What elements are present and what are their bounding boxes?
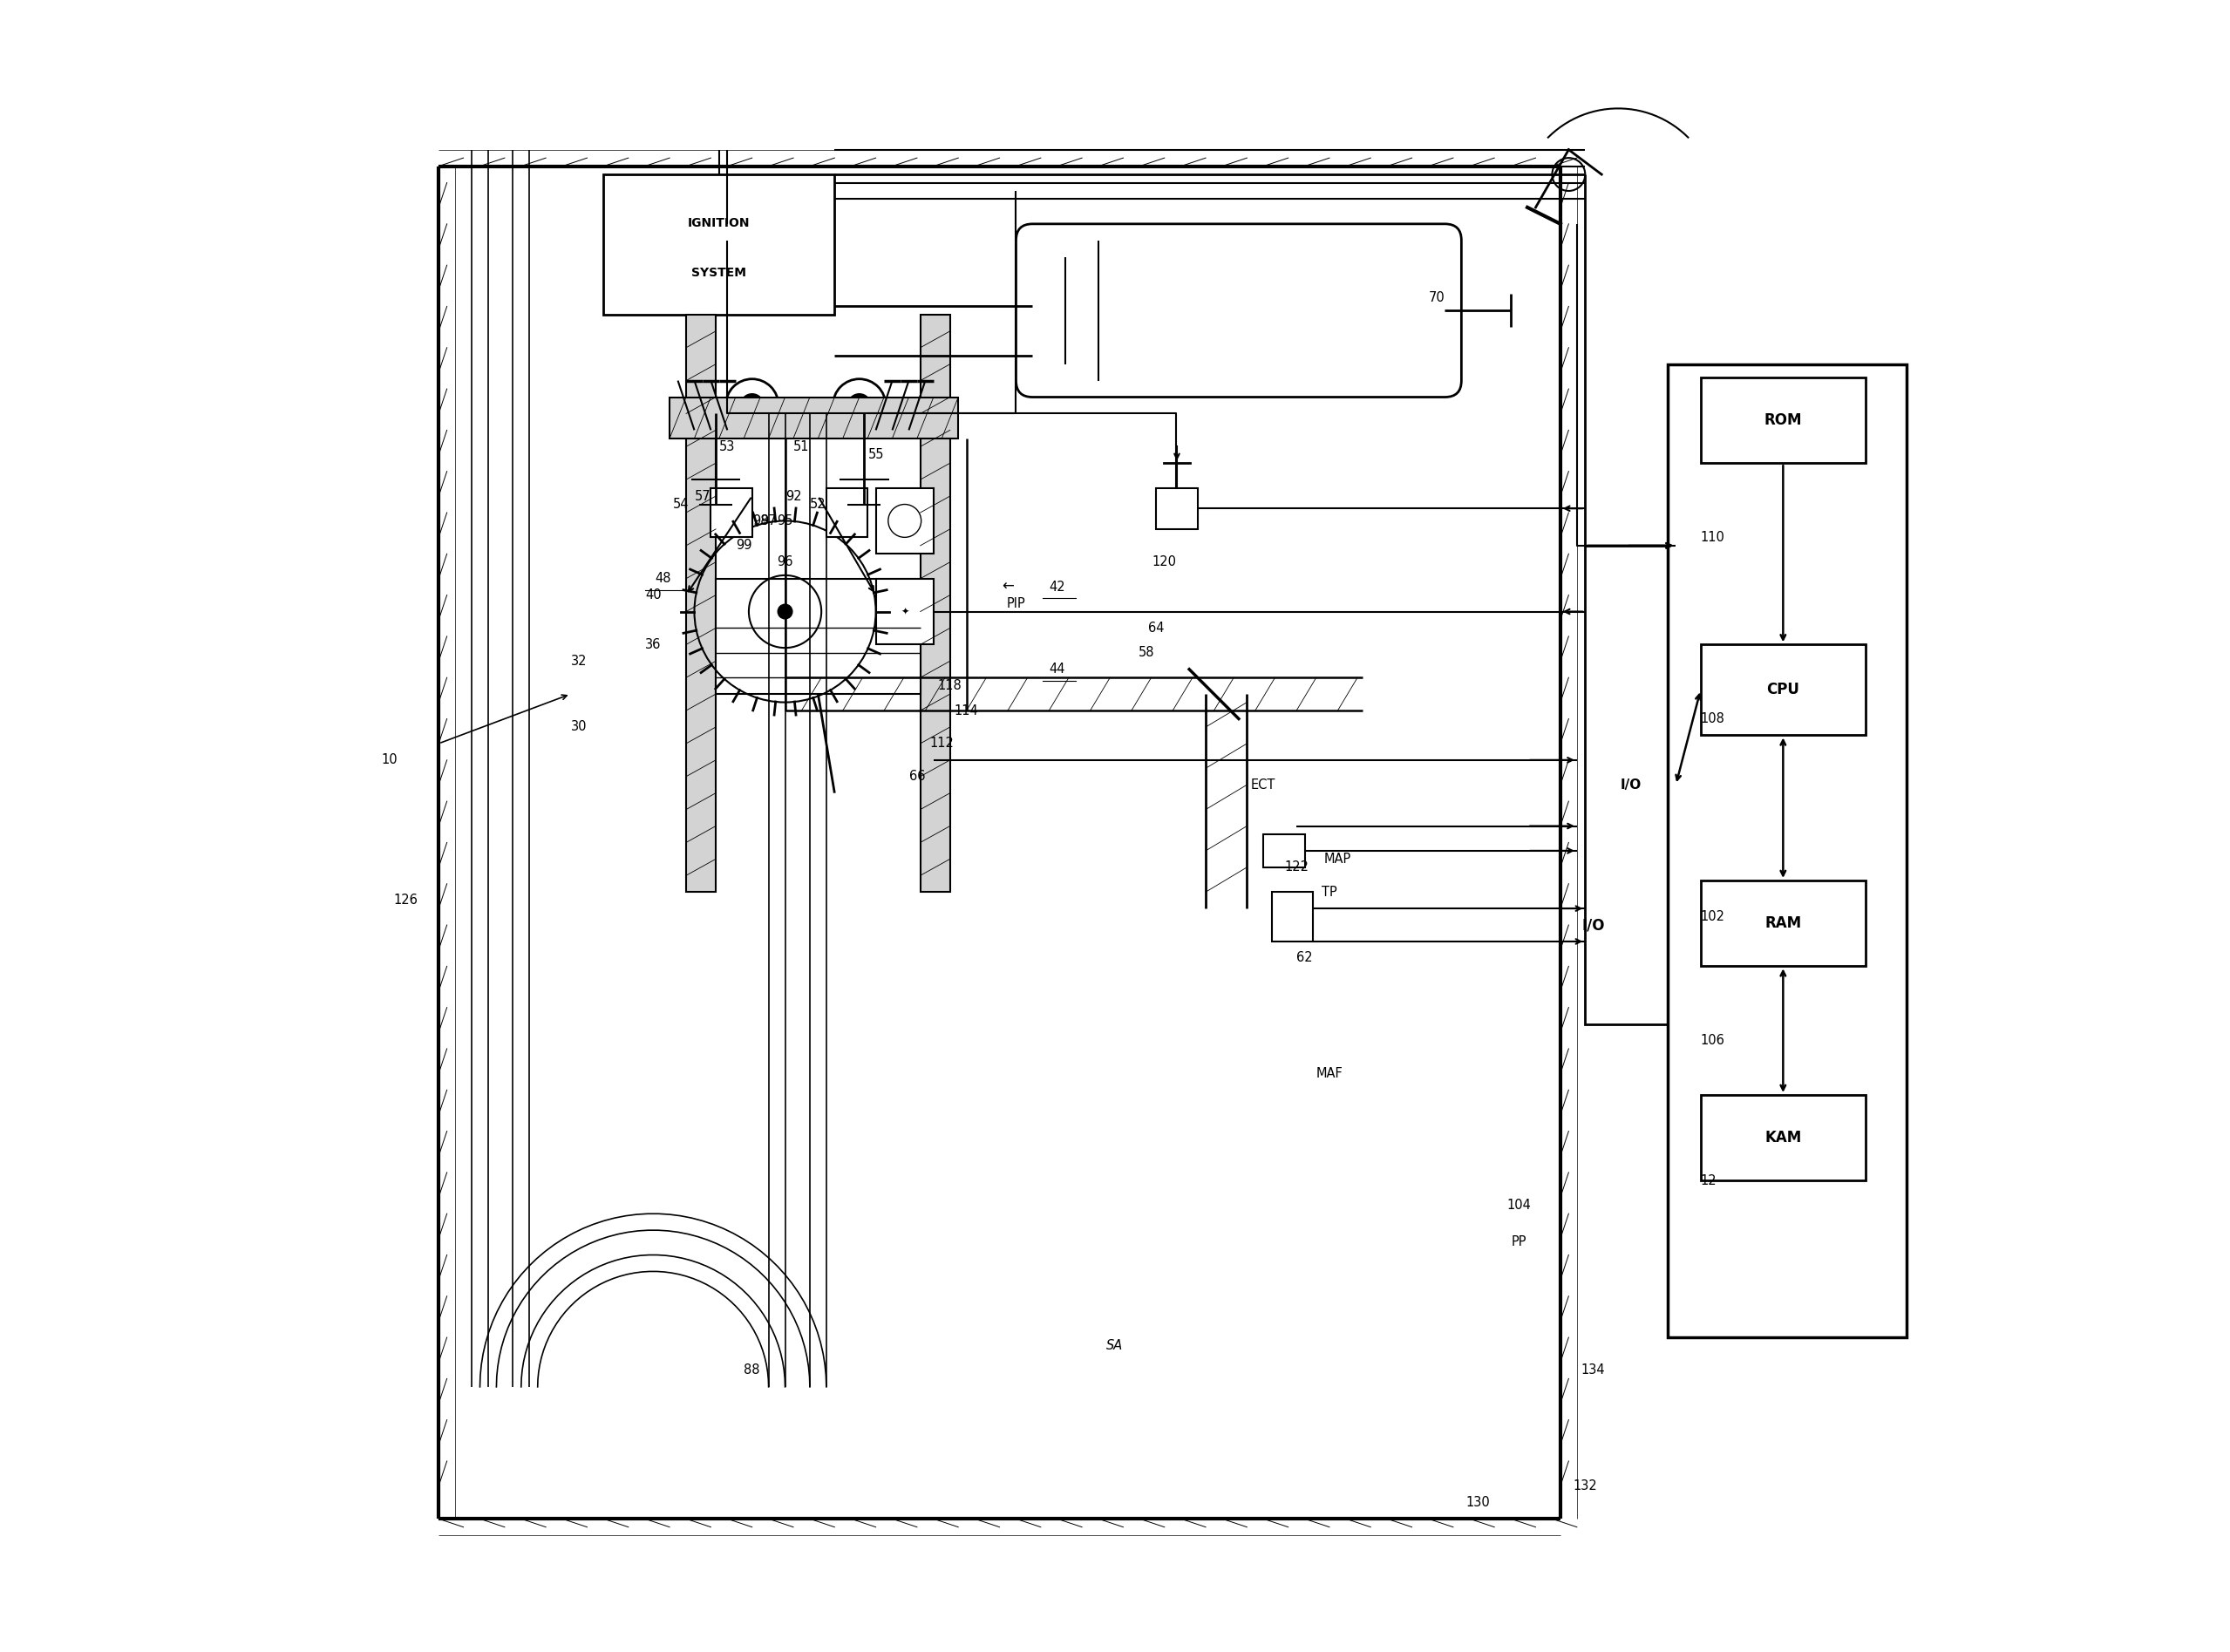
Text: 132: 132 — [1572, 1479, 1597, 1492]
Bar — [1701, 881, 1867, 966]
Text: SA: SA — [1106, 1340, 1124, 1351]
Text: 70: 70 — [1429, 292, 1445, 304]
Text: PIP: PIP — [1006, 596, 1026, 610]
Text: 66: 66 — [910, 770, 925, 783]
Text: 12: 12 — [1701, 1175, 1717, 1188]
Text: 62: 62 — [1296, 952, 1313, 965]
Text: 104: 104 — [1507, 1199, 1532, 1213]
Bar — [1586, 545, 1677, 1024]
Bar — [1155, 487, 1198, 529]
Text: 130: 130 — [1465, 1495, 1490, 1508]
Circle shape — [778, 605, 792, 620]
Circle shape — [740, 393, 763, 416]
Text: 54: 54 — [673, 497, 689, 510]
Text: 122: 122 — [1284, 861, 1309, 874]
Text: ECT: ECT — [1251, 778, 1276, 791]
FancyBboxPatch shape — [1017, 225, 1461, 396]
Text: 30: 30 — [571, 720, 586, 733]
Text: 120: 120 — [1153, 555, 1177, 568]
Bar — [1668, 363, 1907, 1338]
Text: 92: 92 — [785, 489, 801, 502]
Bar — [716, 578, 921, 694]
Text: 95: 95 — [776, 514, 794, 527]
Text: 112: 112 — [930, 737, 954, 750]
Text: 55: 55 — [867, 448, 883, 461]
Bar — [876, 487, 934, 553]
Bar — [1264, 834, 1305, 867]
Text: 44: 44 — [1048, 662, 1066, 676]
Text: ←: ← — [1001, 578, 1015, 595]
Text: I/O: I/O — [1619, 778, 1641, 791]
Bar — [604, 175, 834, 314]
Bar — [711, 487, 752, 537]
Text: RAM: RAM — [1764, 915, 1802, 932]
Bar — [687, 314, 716, 892]
Text: 10: 10 — [381, 753, 397, 767]
Text: ✦: ✦ — [901, 608, 910, 616]
Text: 40: 40 — [644, 588, 662, 601]
Text: 64: 64 — [1148, 621, 1164, 634]
Text: 114: 114 — [954, 704, 979, 717]
Text: 98: 98 — [752, 514, 769, 527]
Bar — [827, 487, 867, 537]
Text: I/O: I/O — [1581, 917, 1606, 933]
Bar — [1701, 1095, 1867, 1181]
Text: IGNITION: IGNITION — [687, 218, 749, 230]
Text: 88: 88 — [745, 1365, 760, 1376]
Text: MAF: MAF — [1316, 1067, 1342, 1080]
Text: TP: TP — [1322, 885, 1338, 899]
Bar — [1701, 377, 1867, 463]
Bar — [921, 314, 950, 892]
Text: 106: 106 — [1701, 1034, 1726, 1047]
Text: 36: 36 — [644, 638, 660, 651]
Text: 118: 118 — [939, 679, 961, 692]
Text: SYSTEM: SYSTEM — [691, 266, 747, 279]
Text: 97: 97 — [760, 514, 776, 527]
Text: MAP: MAP — [1325, 852, 1351, 866]
Text: ROM: ROM — [1764, 413, 1802, 428]
Text: PP: PP — [1512, 1236, 1528, 1249]
Text: 110: 110 — [1701, 530, 1726, 544]
Text: 52: 52 — [809, 497, 825, 510]
Circle shape — [847, 393, 872, 416]
Bar — [876, 578, 934, 644]
Text: 108: 108 — [1701, 712, 1726, 725]
Bar — [1701, 644, 1867, 735]
Text: 48: 48 — [656, 572, 671, 585]
Text: 126: 126 — [392, 894, 417, 907]
Text: 58: 58 — [1137, 646, 1155, 659]
Text: 99: 99 — [736, 539, 752, 552]
Text: 57: 57 — [694, 489, 711, 502]
Bar — [669, 396, 959, 438]
Text: 134: 134 — [1581, 1365, 1606, 1376]
Text: 32: 32 — [571, 654, 586, 667]
Text: CPU: CPU — [1766, 682, 1800, 697]
Text: 96: 96 — [776, 555, 794, 568]
Text: 102: 102 — [1701, 910, 1726, 923]
Bar — [1271, 892, 1313, 942]
Text: KAM: KAM — [1764, 1130, 1802, 1145]
Text: 51: 51 — [794, 439, 809, 453]
Text: 42: 42 — [1048, 580, 1066, 593]
Text: 53: 53 — [720, 439, 736, 453]
